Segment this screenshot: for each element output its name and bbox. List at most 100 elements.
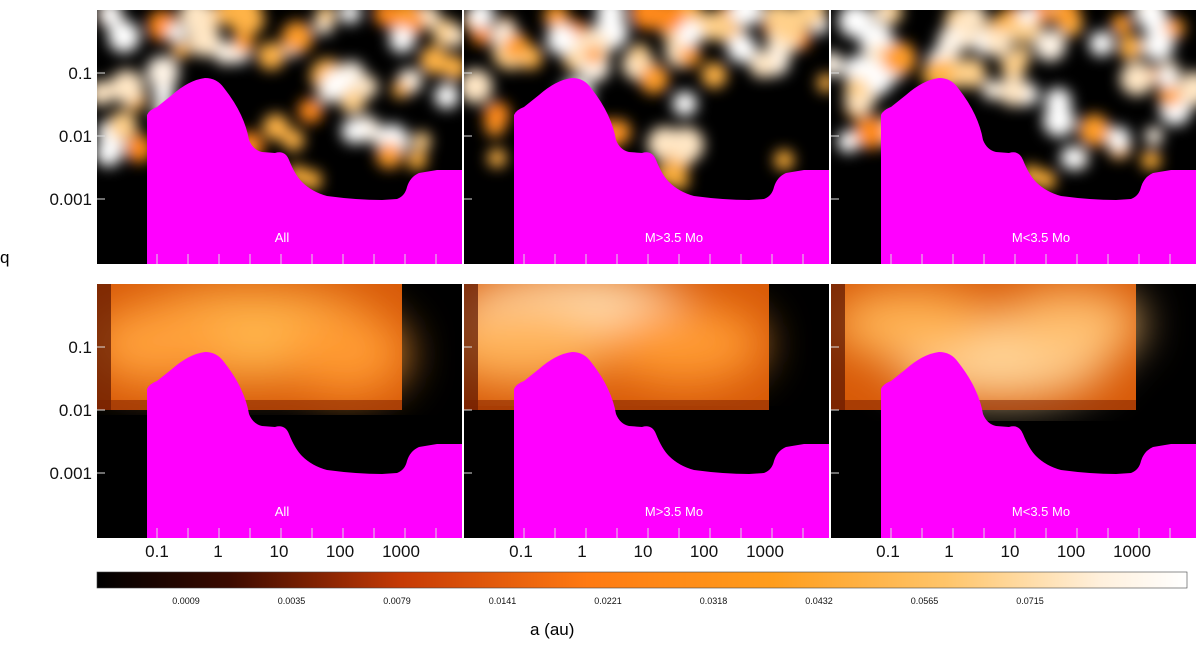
density-edge	[831, 400, 1136, 410]
x-tick-label: 10	[270, 542, 289, 561]
density-edge	[97, 400, 402, 410]
density-blob	[668, 126, 705, 163]
density-blob	[837, 130, 860, 153]
density-blob	[1111, 13, 1133, 36]
density-blob	[546, 24, 577, 55]
smoothed-density	[831, 284, 1141, 410]
panel-top-right: M<3.5 Mo	[831, 10, 1196, 264]
density-blob	[676, 19, 703, 47]
colorbar-tick-label: 0.0141	[489, 596, 517, 606]
density-blob	[214, 41, 237, 65]
panel-bottom-middle: M>3.5 Mo	[464, 284, 829, 538]
density-blob	[109, 69, 145, 105]
density-blob	[124, 134, 153, 163]
density-blob	[146, 55, 180, 89]
density-blob	[1018, 10, 1038, 24]
colorbar-tick-label: 0.0079	[383, 596, 411, 606]
density-blob	[1089, 31, 1114, 57]
colorbar-tick-label: 0.0565	[911, 596, 939, 606]
density-blob	[982, 79, 1003, 100]
density-blob	[796, 10, 827, 26]
density-blob	[446, 26, 462, 47]
density-blob	[395, 10, 420, 24]
density-blobs	[97, 10, 462, 190]
density-blob	[1144, 126, 1164, 146]
density-blob	[937, 26, 966, 55]
density-blob	[391, 80, 410, 99]
excluded-region	[147, 78, 462, 264]
density-blob	[701, 62, 728, 89]
x-tick-label: 10	[1001, 542, 1020, 561]
panel-ticks	[464, 346, 804, 538]
density-blob	[1120, 61, 1154, 96]
density-blob	[339, 88, 366, 115]
density-blob	[339, 10, 361, 24]
density-blob	[984, 29, 1013, 58]
y-tick-label: 0.1	[68, 64, 92, 83]
density-blob	[1178, 71, 1196, 106]
density-blob	[871, 10, 892, 22]
density-blob	[866, 22, 888, 44]
x-tick-label: 1	[213, 542, 222, 561]
density-blob	[585, 46, 604, 65]
density-blob	[464, 69, 493, 104]
colorbar-tick-label: 0.0432	[805, 596, 833, 606]
density-blob	[763, 10, 792, 31]
density-glow	[1001, 289, 1141, 359]
panel-bottom-left: All	[97, 284, 462, 538]
density-glow	[831, 289, 991, 359]
density-blob	[1000, 52, 1027, 79]
x-tick-label: 1	[944, 542, 953, 561]
density-blob	[186, 16, 215, 44]
colorbar-tick-label: 0.0318	[700, 596, 728, 606]
smoothed-density	[97, 284, 407, 410]
density-blob	[97, 139, 122, 167]
density-blob	[831, 51, 844, 77]
density-blob	[703, 12, 733, 41]
density-blob	[859, 60, 883, 85]
x-axis-label: a (au)	[530, 620, 575, 639]
panel-ticks	[97, 72, 437, 264]
panel-label: M<3.5 Mo	[1012, 504, 1070, 519]
density-blob	[955, 57, 987, 89]
x-tick-label: 0.1	[876, 542, 900, 561]
density-blob	[356, 75, 379, 98]
density-blob	[844, 76, 868, 99]
density-blob	[882, 41, 917, 76]
density-blob	[341, 118, 367, 144]
density-blob	[1118, 34, 1144, 60]
density-blob	[853, 115, 888, 150]
y-tick-label: 0.01	[59, 127, 92, 146]
density-blob	[1137, 10, 1168, 33]
panel-ticks	[97, 346, 437, 538]
panel-label: All	[275, 230, 290, 245]
density-blob	[816, 73, 829, 93]
panel-label: All	[275, 504, 290, 519]
density-blob	[223, 10, 257, 28]
density-blob	[1060, 145, 1085, 170]
density-blob	[419, 45, 449, 75]
excluded-region	[881, 78, 1196, 264]
density-blob	[97, 80, 114, 106]
excluded-region	[514, 352, 829, 538]
panel-bottom-right: M<3.5 Mo	[831, 284, 1196, 538]
density-blobs	[831, 10, 1196, 190]
density-blob	[434, 83, 460, 109]
density-blob	[1106, 126, 1131, 151]
y-tick-label: 0.001	[49, 464, 92, 483]
density-blob	[774, 150, 794, 170]
density-blob	[467, 10, 495, 28]
panel-ticks	[831, 346, 1171, 538]
density-blob	[1043, 104, 1075, 137]
density-blob	[543, 10, 569, 29]
density-blob	[1141, 150, 1161, 170]
colorbar	[96, 571, 1188, 589]
density-blob	[407, 150, 427, 170]
x-tick-label: 0.1	[509, 542, 533, 561]
panel-label: M>3.5 Mo	[645, 504, 703, 519]
y-tick-label: 0.01	[59, 401, 92, 420]
density-blob	[1142, 29, 1175, 62]
panel-top-middle: M>3.5 Mo	[464, 10, 829, 264]
density-blobs	[464, 10, 829, 190]
